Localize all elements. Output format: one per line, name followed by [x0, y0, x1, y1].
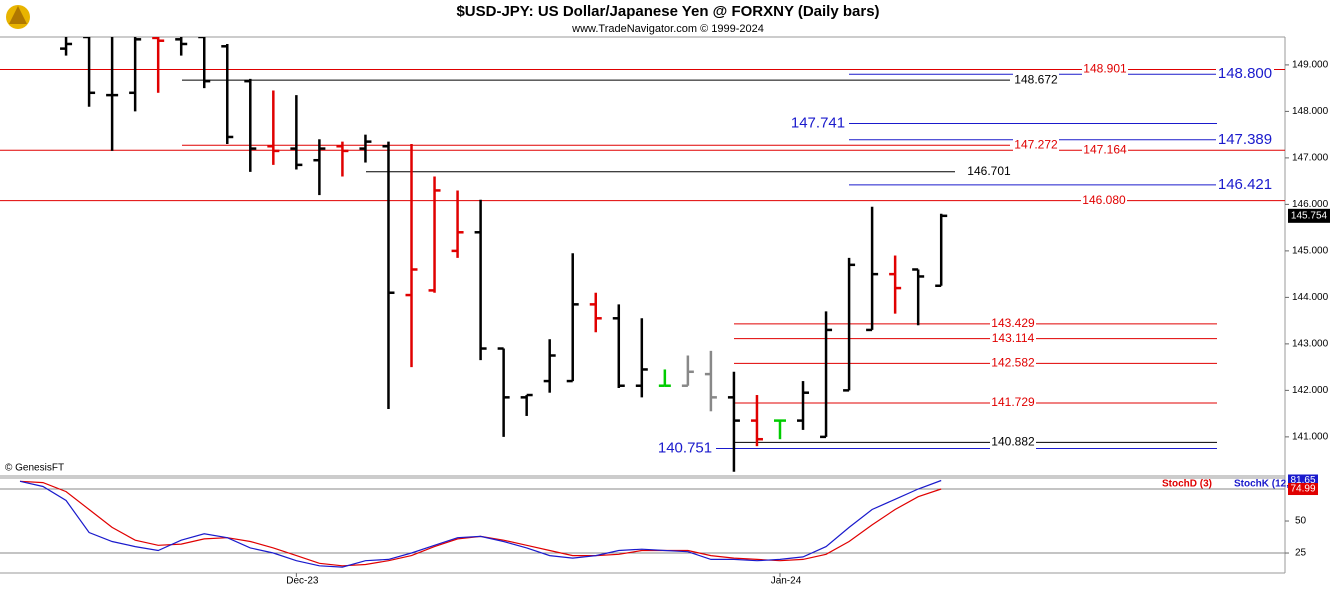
- level-label-bg: [789, 114, 847, 132]
- x-tick-label: Jan-24: [771, 576, 802, 587]
- level-label-bg: [1013, 138, 1059, 153]
- chart-subtitle: www.TradeNavigator.com © 1999-2024: [571, 23, 764, 35]
- last-price-box: [1288, 208, 1330, 223]
- level-label-bg: [990, 395, 1036, 410]
- y-tick-label: 149.000: [1292, 60, 1329, 71]
- price-bars: [60, 37, 948, 472]
- level-label: 147.389: [1218, 131, 1272, 148]
- level-label: 146.701: [967, 164, 1011, 178]
- last-value-label: 81.65: [1290, 475, 1315, 486]
- level-label: 148.901: [1083, 62, 1127, 76]
- level-label-bg: [966, 164, 1012, 179]
- y-tick-label: 142.000: [1292, 385, 1329, 396]
- y-tick-label: 141.000: [1292, 432, 1329, 443]
- y-tick-label: 25: [1295, 548, 1307, 559]
- level-label-bg: [1013, 73, 1059, 88]
- last-value-box: [1288, 483, 1318, 496]
- y-tick-label: 145.000: [1292, 246, 1329, 257]
- level-label: 147.741: [791, 114, 845, 131]
- chart-title: $USD-JPY: US Dollar/Japanese Yen @ FORXN…: [456, 3, 879, 20]
- level-label: 140.751: [658, 439, 712, 456]
- labels: 141.000 142.000 143.000 144.000 145.000 146.0…: [286, 60, 1330, 587]
- level-label: 140.882: [991, 435, 1035, 449]
- y-tick-label: 144.000: [1292, 292, 1329, 303]
- last-price-label: 145.754: [1291, 210, 1328, 221]
- level-label: 147.164: [1083, 142, 1127, 156]
- level-label-bg: [1081, 193, 1127, 208]
- y-tick-label: 147.000: [1292, 153, 1329, 164]
- level-label-bg: [990, 435, 1036, 450]
- level-label: 141.729: [991, 395, 1035, 409]
- level-label-bg: [990, 331, 1036, 346]
- logo: [6, 5, 30, 29]
- level-label: 142.582: [991, 355, 1035, 369]
- level-label: 148.672: [1014, 72, 1058, 86]
- stoch-panel: [0, 479, 1285, 568]
- level-label-bg: [1216, 131, 1274, 149]
- y-tick-label: 50: [1295, 516, 1307, 527]
- legend-entry: StochK (12,5): [1234, 479, 1298, 490]
- y-tick-label: 143.000: [1292, 339, 1329, 350]
- legend-entry: StochD (3): [1162, 479, 1212, 490]
- level-label-bg: [990, 356, 1036, 371]
- credit: © GenesisFT: [5, 463, 64, 474]
- y-tick-label: 148.000: [1292, 106, 1329, 117]
- level-label: 147.272: [1014, 137, 1058, 151]
- level-label-bg: [1082, 62, 1128, 77]
- level-label-bg: [1216, 65, 1274, 83]
- level-label: 143.429: [991, 316, 1035, 330]
- level-label-bg: [1216, 176, 1274, 194]
- stoch-line: [19, 479, 942, 568]
- level-label: 143.114: [992, 331, 1035, 345]
- level-label-bg: [990, 316, 1036, 331]
- level-label-bg: [1082, 143, 1128, 158]
- last-value-label: 74.99: [1290, 484, 1315, 495]
- y-tick-label: 146.000: [1292, 199, 1329, 210]
- level-label: 148.800: [1218, 65, 1272, 82]
- x-tick-label: Dec-23: [286, 576, 319, 587]
- level-label-bg: [656, 439, 714, 457]
- level-label: 146.421: [1218, 176, 1272, 193]
- level-label: 146.080: [1082, 193, 1126, 207]
